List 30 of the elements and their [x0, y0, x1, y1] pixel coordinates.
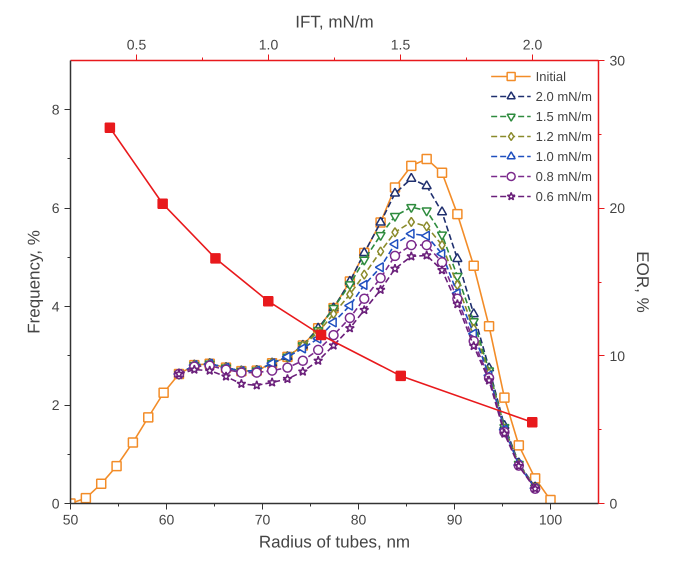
- legend-label: Initial: [536, 68, 566, 84]
- y-tick-label: 2: [52, 397, 60, 414]
- x2-tick-label: 2.0: [522, 36, 542, 52]
- x2-axis-title: IFT, mN/m: [295, 12, 374, 32]
- legend-label: 2.0 mN/m: [536, 88, 592, 104]
- x2-tick-label: 1.0: [258, 36, 278, 52]
- y-tick-label: 6: [52, 200, 60, 216]
- y-tick-label: 4: [52, 298, 60, 315]
- legend-label: 1.0 mN/m: [536, 148, 592, 164]
- legend-label: 1.5 mN/m: [536, 108, 592, 124]
- x2-tick-label: 0.5: [126, 36, 146, 52]
- legend-label: 0.6 mN/m: [536, 188, 592, 204]
- x-tick-label: 90: [446, 512, 462, 528]
- y2-tick-label: 20: [610, 200, 626, 216]
- x-axis-title: Radius of tubes, nm: [258, 532, 410, 552]
- y2-axis-title: EOR, %: [633, 251, 652, 313]
- legend-label: 0.8 mN/m: [536, 168, 592, 184]
- y-tick-label: 8: [52, 102, 60, 118]
- y-axis-title: Frequency, %: [24, 230, 44, 334]
- y2-tick-label: 10: [610, 348, 626, 364]
- y2-tick-label: 30: [610, 52, 626, 68]
- x-tick-label: 100: [538, 512, 562, 528]
- x-tick-label: 60: [158, 512, 174, 528]
- legend-label: 1.2 mN/m: [536, 128, 592, 144]
- y2-tick-label: 0: [610, 496, 618, 512]
- x-tick-label: 50: [62, 512, 78, 528]
- y-tick-label: 0: [52, 496, 60, 512]
- x-tick-label: 80: [350, 512, 366, 528]
- x-tick-label: 70: [254, 512, 270, 528]
- x2-tick-label: 1.5: [390, 36, 410, 52]
